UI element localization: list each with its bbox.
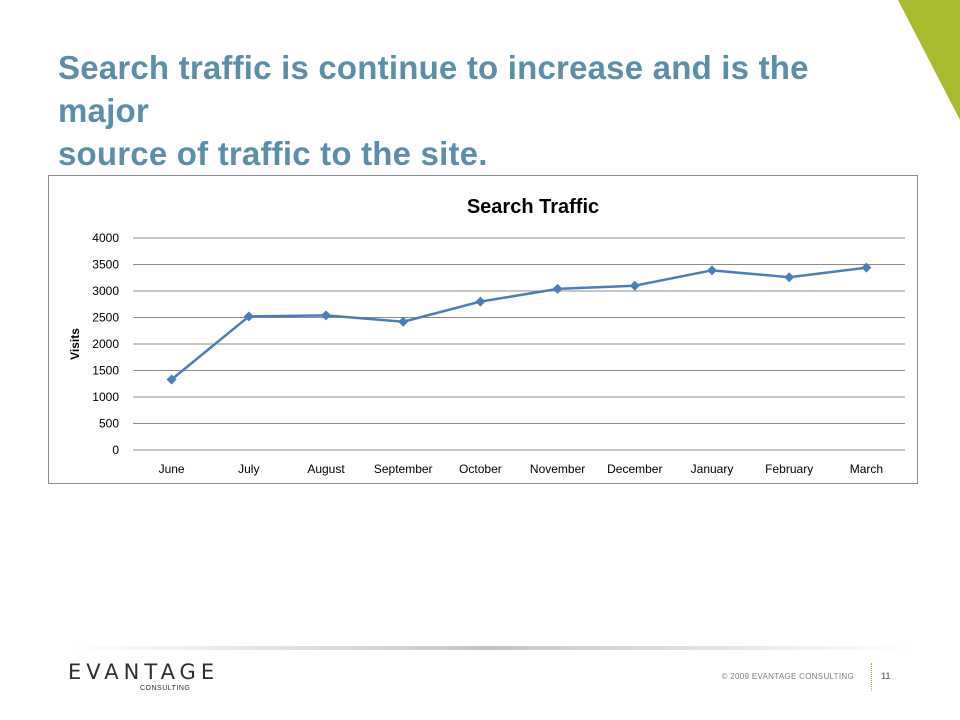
data-point-marker [707, 265, 717, 276]
x-tick-label: November [530, 462, 585, 476]
y-tick-label: 3000 [92, 284, 119, 298]
data-point-marker [321, 310, 331, 321]
x-tick-label: February [765, 462, 813, 476]
gridlines [133, 237, 905, 451]
footer-divider [871, 663, 872, 691]
logo-subtitle: CONSULTING [140, 685, 191, 692]
y-tick-labels: 0 500 1000 1500 2000 2500 3000 3500 4000 [92, 231, 119, 457]
footer-rule [70, 646, 910, 650]
data-point-marker [629, 280, 640, 291]
slide-title: Search traffic is continue to increase a… [58, 46, 898, 175]
data-point-marker [784, 272, 795, 283]
logo-word: EVANTAGE [68, 660, 220, 684]
y-tick-label: 3500 [92, 258, 119, 272]
x-tick-label: September [374, 462, 433, 476]
data-point-marker [475, 296, 486, 307]
x-tick-label: January [691, 462, 734, 476]
x-tick-label: December [607, 462, 662, 476]
x-tick-label: March [850, 462, 883, 476]
data-point-marker [861, 262, 872, 273]
slide-title-line-2: source of traffic to the site. [58, 135, 488, 172]
y-tick-label: 1500 [92, 364, 119, 378]
chart-title: Search Traffic [467, 196, 599, 218]
data-point-marker [398, 316, 409, 327]
y-tick-label: 500 [99, 417, 119, 431]
y-tick-label: 1000 [92, 390, 119, 404]
x-tick-label: August [307, 462, 345, 476]
y-axis-label: Visits [68, 328, 82, 360]
x-tick-labels: June July August September October November De… [159, 462, 883, 476]
data-point-marker [243, 311, 254, 322]
evantage-logo: EVANTAGE CONSULTING [68, 660, 214, 696]
x-tick-label: October [459, 462, 502, 476]
page-number: 11 [881, 671, 891, 681]
x-tick-label: June [159, 462, 185, 476]
chart-frame: Search Traffic Visits 0 500 1000 1500 2000 25… [48, 175, 918, 484]
slide-title-line-1: Search traffic is continue to increase a… [58, 49, 809, 129]
copyright-text: © 2009 EVANTAGE CONSULTING [721, 672, 854, 681]
data-point-marker [552, 283, 563, 294]
x-tick-label: July [238, 462, 259, 476]
y-tick-label: 4000 [92, 231, 119, 245]
y-tick-label: 2500 [92, 311, 119, 325]
y-tick-label: 0 [112, 443, 119, 457]
corner-triangle [898, 0, 960, 120]
search-traffic-chart: Search Traffic Visits 0 500 1000 1500 2000 25… [68, 196, 905, 476]
y-tick-label: 2000 [92, 337, 119, 351]
series-line [170, 266, 867, 381]
series-layer [166, 262, 872, 385]
data-point-marker [166, 374, 177, 385]
